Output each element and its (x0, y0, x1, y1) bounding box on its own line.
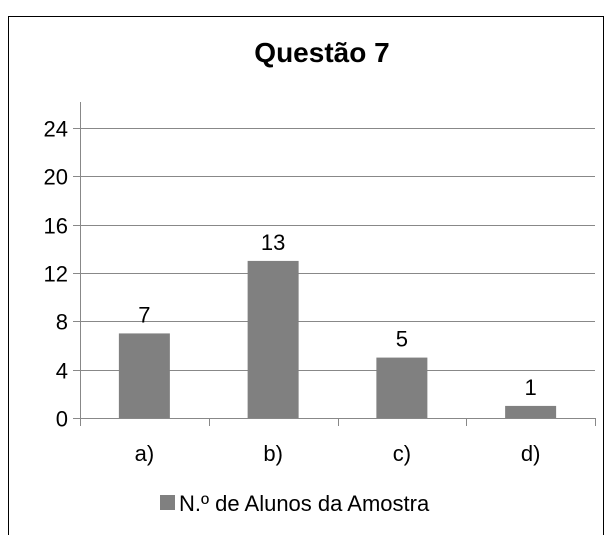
data-label: 7 (138, 302, 150, 327)
y-tick-label: 16 (44, 214, 68, 239)
x-axis: a) b) c) d) (80, 418, 596, 466)
x-tick-label: d) (521, 441, 541, 466)
y-tick-label: 0 (56, 407, 68, 432)
legend: N.º de Alunos da Amostra (160, 491, 430, 516)
bar (505, 405, 557, 418)
data-label: 13 (261, 230, 285, 255)
data-labels: 7 13 5 1 (138, 230, 537, 400)
bar (247, 260, 299, 418)
data-label: 5 (396, 327, 408, 352)
legend-label: N.º de Alunos da Amostra (179, 491, 430, 516)
bars (118, 260, 557, 418)
y-tick-label: 20 (44, 165, 68, 190)
x-tick-label: c) (393, 441, 411, 466)
chart-frame (8, 16, 604, 535)
y-tick-label: 24 (44, 117, 68, 142)
x-tick-label: b) (263, 441, 283, 466)
bar (118, 333, 170, 418)
chart-title: Questão 7 (254, 37, 389, 68)
y-tick-label: 12 (44, 262, 68, 287)
legend-swatch (160, 495, 175, 510)
y-tick-label: 4 (56, 359, 68, 384)
y-axis: 0 4 8 12 16 20 24 (44, 102, 81, 432)
bar (376, 357, 428, 418)
y-tick-label: 8 (56, 310, 68, 335)
x-tick-label: a) (135, 441, 155, 466)
data-label: 1 (525, 375, 537, 400)
gridlines (80, 128, 595, 371)
